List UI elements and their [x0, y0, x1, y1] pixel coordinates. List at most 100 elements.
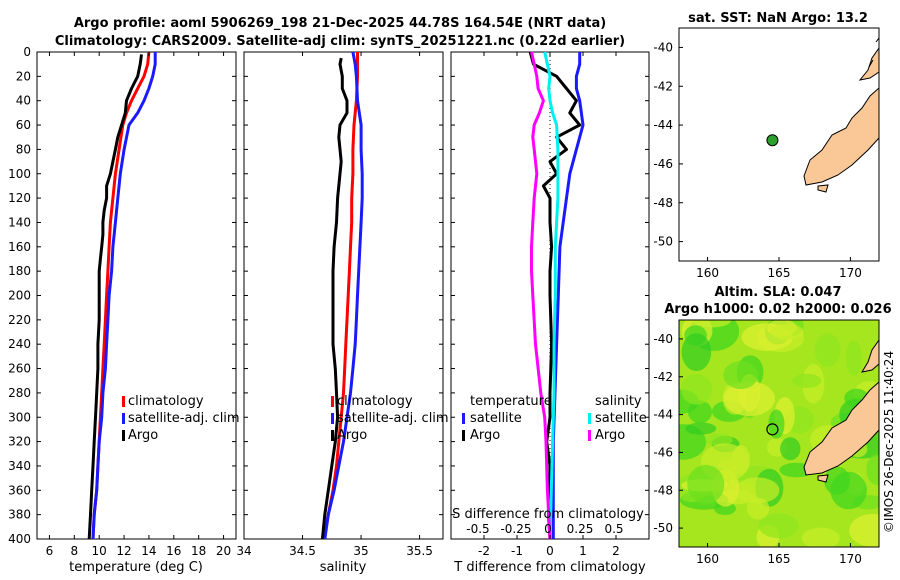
x-tick-label: 0 [546, 544, 554, 558]
depth-tick-label: 140 [8, 215, 31, 229]
lat-tick-label: -42 [653, 370, 673, 384]
series-line-argo [320, 57, 349, 540]
sla-blob [768, 409, 785, 439]
legend-swatch-s-argo [588, 430, 591, 441]
x-tick-label: 2 [612, 544, 620, 558]
depth-tick-label: 340 [8, 459, 31, 473]
lon-tick-label: 160 [696, 552, 719, 566]
depth-tick-label: 400 [8, 532, 31, 546]
x-tick-label: 10 [92, 544, 107, 558]
depth-tick-label: 100 [8, 167, 31, 181]
salinity-panel [243, 51, 444, 540]
imos-credit: ©IMOS 26-Dec-2025 11:40:24 [882, 351, 896, 533]
x-tick-label: -2 [478, 544, 490, 558]
depth-tick-label: 40 [16, 94, 31, 108]
depth-tick-label: 20 [16, 69, 31, 83]
s-difference-axis-title: S difference from climatology [452, 507, 644, 522]
lat-tick-label: -42 [653, 79, 673, 93]
lat-tick-label: -48 [653, 196, 673, 210]
legend-swatch-climatology [331, 396, 334, 407]
stewart-island [817, 184, 829, 193]
x-tick-label: 1 [579, 544, 587, 558]
difference-xlabel: T difference from climatology [453, 560, 646, 575]
s-difference-tick-label: 0.25 [567, 522, 594, 536]
depth-tick-label: 120 [8, 191, 31, 205]
legend-swatch-climatology [122, 396, 125, 407]
x-tick-label: 35 [353, 544, 368, 558]
series-line-salinity-satellite [543, 51, 560, 540]
lat-tick-label: -44 [653, 118, 673, 132]
sla-blob [758, 513, 799, 539]
depth-tick-label: 60 [16, 118, 31, 132]
series-line-salinity-argo [530, 51, 552, 540]
legend-label-argo: Argo [128, 428, 158, 443]
x-tick-label: 16 [166, 544, 181, 558]
lon-tick-label: 170 [839, 552, 862, 566]
legend-swatch-satellite [122, 413, 125, 424]
depth-tick-label: 380 [8, 508, 31, 522]
lon-tick-label: 165 [768, 266, 791, 280]
temperature-xlabel: temperature (deg C) [69, 560, 203, 575]
s-difference-tick-label: 0 [544, 522, 552, 536]
lat-tick-label: -46 [653, 445, 673, 459]
legend-label-t-argo: Argo [470, 428, 500, 443]
depth-tick-label: 0 [23, 45, 31, 59]
lat-tick-label: -50 [653, 235, 673, 249]
x-tick-label: 14 [141, 544, 156, 558]
sla-blob [731, 444, 751, 475]
argo-position-marker-sst [766, 134, 779, 147]
sla-blob [792, 373, 822, 388]
legend-title-salinity: salinity [595, 394, 642, 409]
x-tick-label: 34.5 [289, 544, 316, 558]
stewart-island [817, 474, 829, 483]
x-tick-label: 18 [191, 544, 206, 558]
series-line-climatology [322, 52, 359, 540]
lon-tick-label: 170 [839, 266, 862, 280]
legend-swatch-satellite [331, 413, 334, 424]
sla-blob [723, 361, 759, 390]
legend-swatch-s-satellite [588, 413, 591, 424]
lat-tick-label: -40 [653, 332, 673, 346]
figure-title-line1: Argo profile: aoml 5906269_198 21-Dec-20… [74, 16, 606, 31]
depth-tick-label: 360 [8, 483, 31, 497]
difference-legend: temperature satellite Argo salinity sate… [462, 394, 647, 443]
s-difference-tick-label: -0.5 [466, 522, 489, 536]
x-tick-label: 20 [216, 544, 231, 558]
s-difference-tick-label: 0.5 [604, 522, 623, 536]
argo-position-marker-sla [766, 423, 779, 436]
depth-tick-label: 260 [8, 362, 31, 376]
lat-tick-label: -40 [653, 40, 673, 54]
depth-tick-label: 160 [8, 240, 31, 254]
sla-blob [692, 320, 732, 328]
north-island-edge [860, 339, 879, 373]
salinity-legend: climatology satellite-adj. clim Argo [331, 394, 449, 443]
x-tick-label: 34 [236, 544, 251, 558]
sla-blob [770, 323, 804, 341]
new-zealand-land [803, 87, 879, 186]
coastline-fragment [868, 37, 879, 68]
depth-tick-label: 280 [8, 386, 31, 400]
legend-label-t-satellite: satellite [470, 411, 522, 426]
legend-label-satellite: satellite-adj. clim [337, 411, 449, 426]
x-tick-label: 35.5 [406, 544, 433, 558]
legend-title-temperature: temperature [470, 394, 552, 409]
legend-label-climatology: climatology [337, 394, 413, 409]
sla-blob [845, 340, 862, 376]
lon-tick-label: 160 [696, 266, 719, 280]
sla-blob [849, 513, 879, 547]
difference-series [528, 51, 585, 540]
x-tick-label: 12 [116, 544, 131, 558]
temperature-series [87, 51, 157, 540]
north-island-edge [858, 47, 879, 81]
sst-map-ticks: 160 165 170 -40 -42 -44 -46 -48 -50 [653, 40, 861, 280]
sla-blob [814, 333, 841, 367]
series-line-satellite-adj-clim [323, 51, 364, 540]
depth-tick-label: 300 [8, 410, 31, 424]
legend-label-s-argo: Argo [595, 428, 625, 443]
legend-label-s-satellite: satellite [595, 411, 647, 426]
depth-axis: 0 20 40 60 80 100 120 140 160 180 200 220 240 260 280 3… [8, 45, 649, 546]
depth-tick-label: 80 [16, 142, 31, 156]
sla-map-title-line2: Argo h1000: 0.02 h2000: 0.026 [664, 302, 891, 317]
s-difference-tick-label: -0.25 [500, 522, 531, 536]
